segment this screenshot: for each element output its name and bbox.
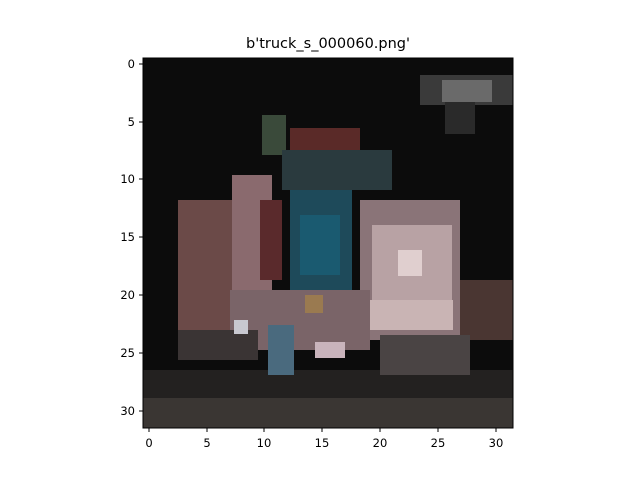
vehicle-dark-upper xyxy=(282,150,392,190)
y-tick-label: 25 xyxy=(120,346,135,360)
vehicle-bright-spot xyxy=(398,250,422,276)
image-axes: 0 5 10 15 20 25 30 0 5 10 15 20 25 30 xyxy=(120,57,514,450)
figure-title: b'truck_s_000060.png' xyxy=(246,36,410,52)
vehicle-blue-leg xyxy=(268,325,294,375)
x-tick-label: 20 xyxy=(373,436,388,450)
x-tick-label: 30 xyxy=(489,436,504,450)
vehicle-red-accent xyxy=(260,200,282,280)
vehicle-wheel-left xyxy=(178,330,258,360)
top-right-blob-core xyxy=(442,80,492,102)
x-tick-label: 0 xyxy=(145,436,152,450)
x-tick-label: 5 xyxy=(203,436,210,450)
x-tick-label: 25 xyxy=(431,436,446,450)
x-tick-label: 15 xyxy=(315,436,330,450)
y-axis: 0 5 10 15 20 25 30 xyxy=(120,57,143,418)
y-tick-label: 0 xyxy=(128,57,135,71)
y-tick-label: 5 xyxy=(128,115,135,129)
axes-frame xyxy=(142,57,514,429)
vehicle-wheel-right xyxy=(380,335,470,375)
pixel-image xyxy=(143,58,513,428)
x-axis: 0 5 10 15 20 25 30 xyxy=(145,428,503,450)
vehicle-center-teal-core xyxy=(300,215,340,275)
vehicle-orange-spot xyxy=(305,295,323,313)
top-right-blob-stem xyxy=(445,102,475,134)
right-object xyxy=(455,280,513,340)
y-tick-label: 10 xyxy=(120,172,135,186)
ground-band-lower xyxy=(143,398,513,428)
y-tick-label: 15 xyxy=(120,230,135,244)
y-tick-label: 30 xyxy=(120,404,135,418)
vehicle-top-detail xyxy=(262,115,286,155)
vehicle-white-spot xyxy=(234,320,248,334)
y-tick-label: 20 xyxy=(120,288,135,302)
vehicle-pink-spot xyxy=(315,342,345,358)
x-tick-label: 10 xyxy=(257,436,272,450)
